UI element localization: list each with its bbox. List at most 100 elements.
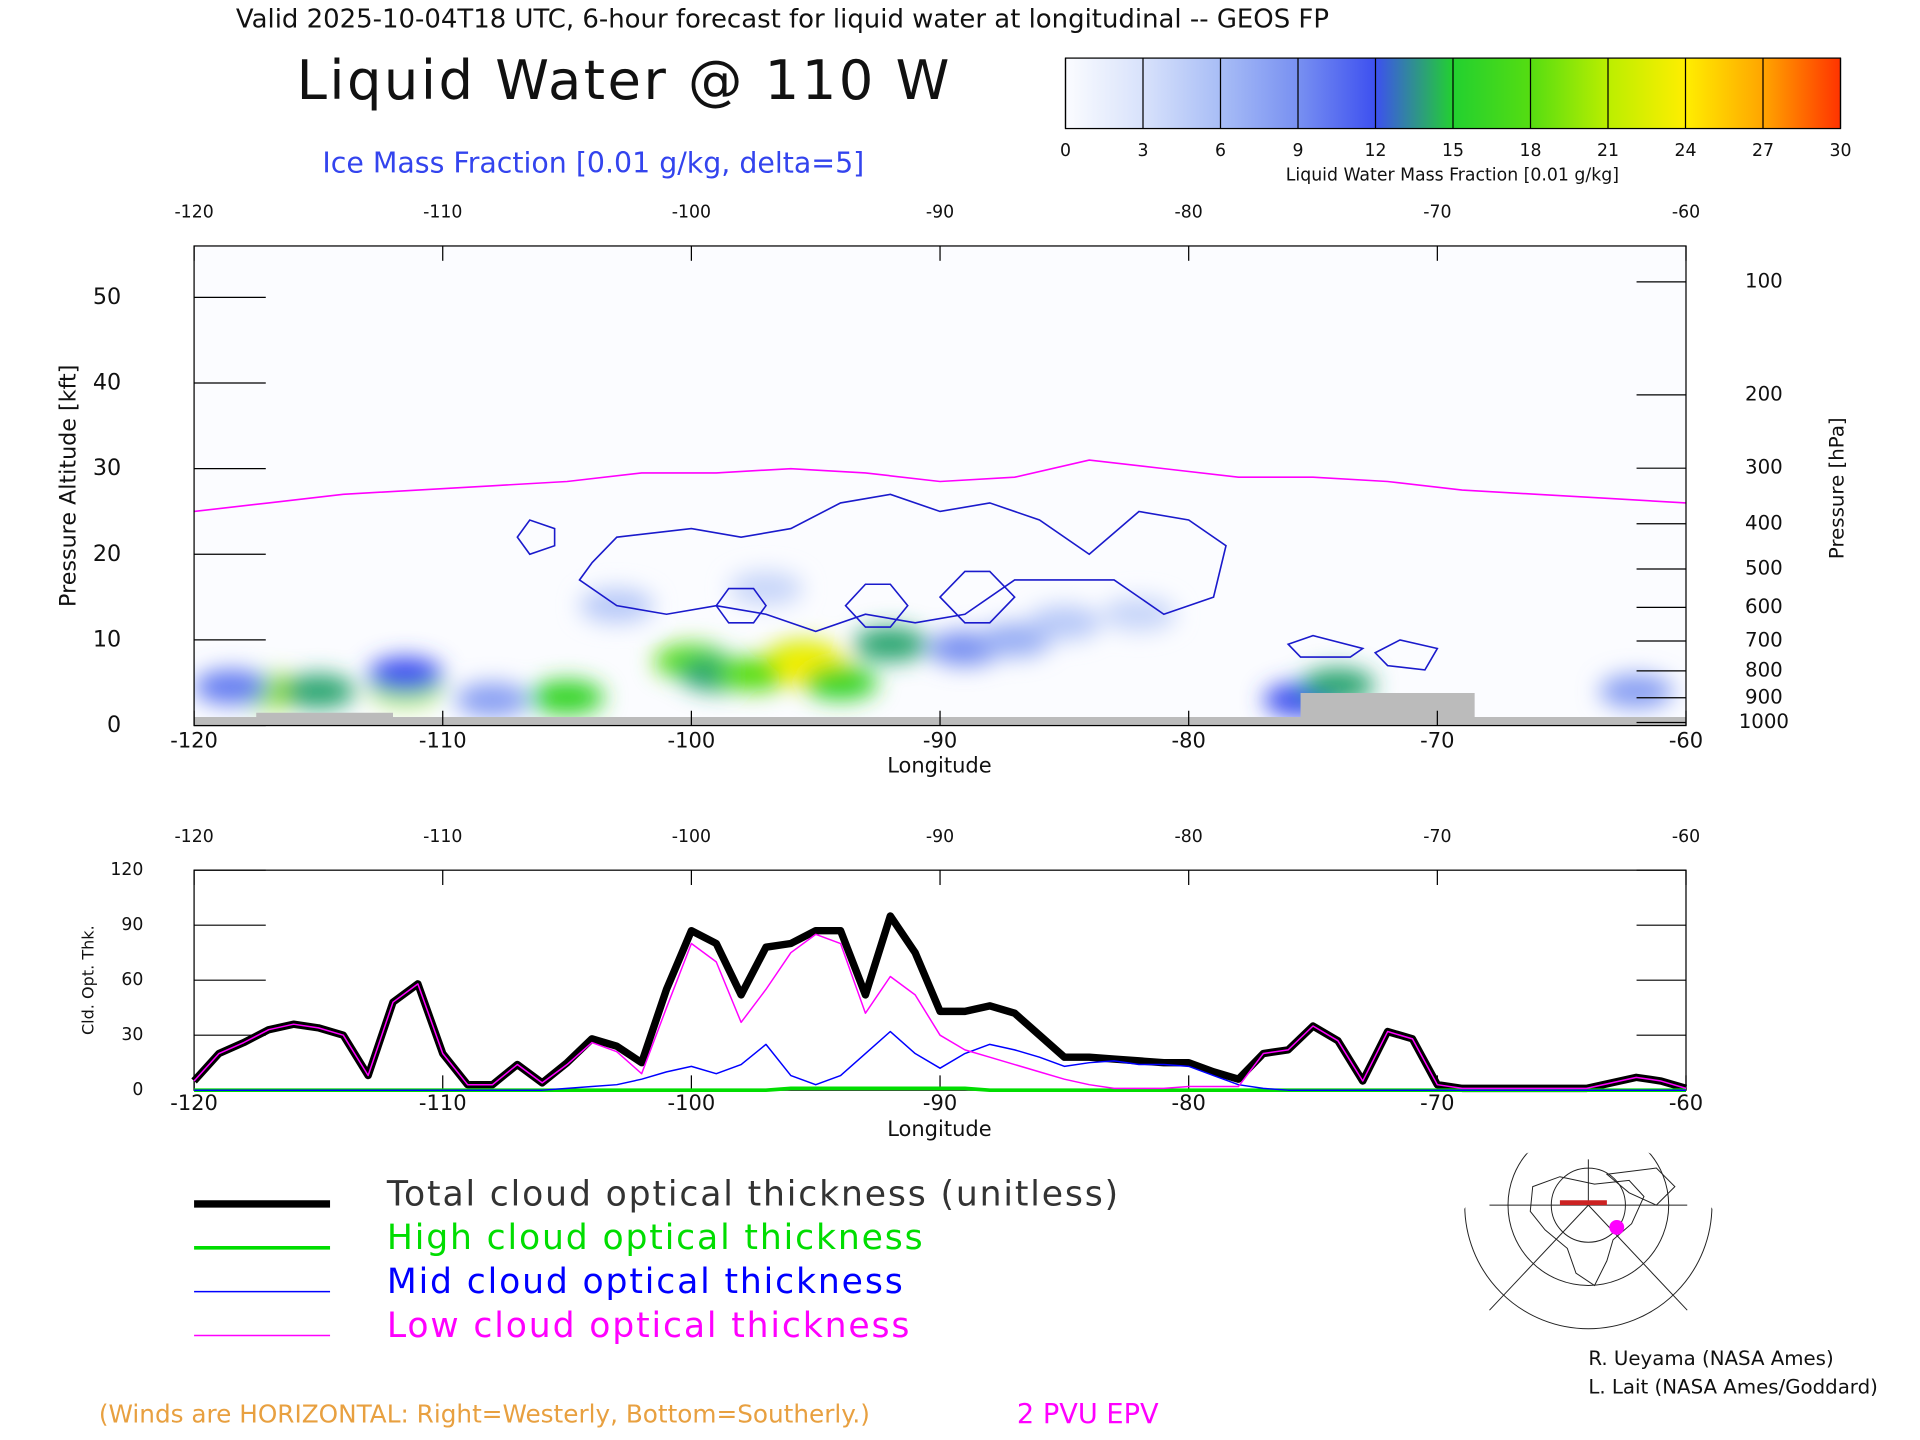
ice-contour [516,519,556,556]
x-tick-label: -70 [1423,827,1451,847]
y2-tick-label: 700 [1745,628,1783,651]
y-tick-label: 40 [93,369,121,395]
y2-axis-label: Pressure [hPa] [1826,417,1849,559]
y2-tick-label: 800 [1745,658,1783,681]
liquid-water-cell [194,669,269,705]
x-tick-label: -70 [1423,203,1451,223]
y-axis-label: Cld. Opt. Thk. [79,925,98,1035]
y-tick-label: 30 [121,1025,143,1045]
legend-label: Total cloud optical thickness (unitless) [386,1174,1120,1214]
ice-contour [844,583,909,628]
liquid-water-cell [455,682,530,718]
liquid-water-cell [728,571,804,606]
ice-contour [1373,639,1439,671]
x-tick-label: -120 [174,203,213,223]
colorbar-tick-label: 30 [1829,141,1851,161]
series-line [193,933,1687,1090]
liquid-water-cell [281,674,356,709]
y-tick-label: 60 [121,970,143,990]
colorbar-tick-label: 21 [1597,141,1619,161]
x-tick-label: -90 [926,203,954,223]
y2-tick-label: 900 [1745,685,1783,708]
chart-subtitle: Ice Mass Fraction [0.01 g/kg, delta=5] [322,146,864,179]
x-tick-label: -110 [423,827,462,847]
chart-title: Liquid Water @ 110 W [297,49,952,112]
x-tick-label: -100 [672,827,711,847]
colorbar-label: Liquid Water Mass Fraction [0.01 g/kg] [1286,166,1619,186]
x-tick-label: -80 [1175,827,1203,847]
series-line [191,912,1688,1093]
y-tick-label: 0 [132,1080,143,1100]
liquid-water-cell [853,626,928,662]
x-tick-label: -80 [1172,728,1206,753]
colorbar-tick-label: 15 [1442,141,1464,161]
locator-map [1464,1139,1713,1330]
y-tick-label: 30 [93,455,121,481]
y-tick-label: 10 [93,626,121,652]
y-tick-label: 50 [93,284,121,310]
y2-tick-label: 600 [1745,595,1783,618]
colorbar-tick-label: 12 [1364,141,1386,161]
credit: L. Lait (NASA Ames/Goddard) [1588,1376,1878,1399]
y2-tick-label: 300 [1745,456,1783,479]
y2-tick-label: 200 [1745,382,1783,405]
x-tick-label: -110 [419,1090,467,1115]
ice-contour [1286,634,1365,658]
y-tick-label: 90 [121,915,143,935]
x-tick-label: -60 [1672,827,1700,847]
y2-tick-label: 1000 [1739,710,1789,733]
liquid-water-cell [1101,596,1177,632]
y2-tick-label: 500 [1745,557,1783,580]
liquid-water-field [194,571,1674,718]
x-axis-label: Longitude [887,1116,991,1141]
liquid-water-cell [529,679,605,715]
legend-label: Low cloud optical thickness [387,1306,911,1346]
header-title: Valid 2025-10-04T18 UTC, 6-hour forecast… [236,4,1329,34]
y-tick-label: 0 [107,712,121,738]
colorbar-tick-label: 24 [1674,141,1696,161]
colorbar-tick-label: 3 [1137,141,1148,161]
x-tick-label: -70 [1420,1090,1454,1115]
colorbar-tick-label: 9 [1292,141,1303,161]
liquid-water-cell [1027,605,1102,641]
legend-label: High cloud optical thickness [387,1218,925,1258]
x-tick-label: -60 [1669,728,1703,753]
liquid-water-cell [803,665,878,701]
x-tick-label: -110 [423,203,462,223]
colorbar-tick-label: 0 [1060,141,1071,161]
y-tick-label: 120 [110,860,143,880]
x-tick-label: -110 [419,728,467,753]
colorbar-tick-label: 27 [1752,141,1774,161]
liquid-water-cell [368,656,443,692]
y-axis-label: Pressure Altitude [kft] [56,365,82,607]
credit: R. Ueyama (NASA Ames) [1588,1347,1833,1370]
x-tick-label: -100 [668,728,716,753]
x-tick-label: -60 [1669,1090,1703,1115]
wind-note: (Winds are HORIZONTAL: Right=Westerly, B… [99,1399,870,1428]
legend-label: 2 PVU EPV [1017,1399,1159,1430]
x-tick-label: -120 [170,1090,218,1115]
x-tick-label: -100 [672,203,711,223]
x-tick-label: -90 [923,728,957,753]
ice-contour [938,570,1016,624]
legend-label: Mid cloud optical thickness [387,1262,905,1302]
x-tick-label: -90 [926,827,954,847]
y-tick-label: 20 [93,541,121,567]
colorbar-tick-label: 18 [1519,141,1541,161]
x-tick-label: -120 [174,827,213,847]
x-axis-label: Longitude [887,752,991,777]
ice-contour [578,493,1227,633]
y2-tick-label: 100 [1745,269,1783,292]
line-chart: -120 -120 -110 -110 -100 -100 -90 -90 -80 -80 -70 -… [110,827,1703,1346]
liquid-water-cell [1599,674,1674,709]
series-line [194,1030,1686,1091]
x-tick-label: -90 [923,1090,957,1115]
x-tick-label: -120 [170,728,218,753]
colorbar-tick-label: 6 [1215,141,1226,161]
x-tick-label: -70 [1420,728,1454,753]
x-tick-label: -80 [1172,1090,1206,1115]
terrain [194,693,1686,726]
x-tick-label: -100 [668,1090,716,1115]
